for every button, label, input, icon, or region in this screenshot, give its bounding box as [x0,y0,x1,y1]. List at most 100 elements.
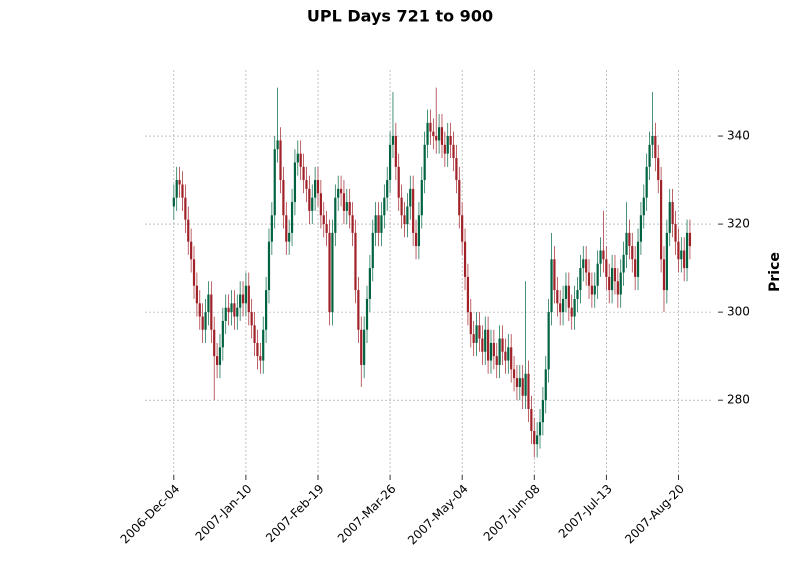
candle-body [498,338,501,365]
candle-body [587,272,591,286]
candle-body [394,136,397,167]
candle-body [239,294,242,308]
candle-body [510,347,513,370]
candle-body [354,232,357,291]
candle-body [423,144,426,181]
candle-body [507,347,510,361]
candle-body [495,356,498,365]
candle-body [305,180,308,189]
candle-body [585,259,588,273]
candle-body [634,259,637,277]
candle-body [599,250,602,264]
candle-body [195,285,198,304]
candle-body [435,136,438,141]
candle-body [593,285,596,295]
candle-body [648,144,651,167]
candle-body [290,202,294,233]
candle-body [279,140,282,181]
candle-body [397,166,400,198]
candle-body [187,219,190,242]
candle-body [331,232,334,313]
candle-body [377,215,380,233]
candle-body [533,430,536,445]
candle-body [250,312,253,326]
candle-body [683,250,686,269]
candle-body [463,241,467,277]
candle-body [244,285,248,304]
candle-body [668,202,671,233]
candle-body [625,232,628,255]
candle-body [469,312,472,335]
candle-body [559,303,562,313]
candle-body [515,378,519,387]
candle-body [665,232,668,291]
candle-body [602,250,605,260]
candle-body [628,232,631,247]
candle-body [414,232,418,247]
candle-body [334,197,337,233]
candle-body [241,294,245,304]
candle-body [314,180,317,198]
candle-body [639,215,643,242]
candle-body [270,215,273,242]
candle-body [409,188,412,207]
candle-body [316,180,320,194]
candle-body [368,268,371,299]
candle-body [613,268,617,282]
candle-body [492,342,495,357]
candle-body [432,131,435,137]
candle-body [319,193,322,216]
candle-body [308,188,311,211]
candle-body [481,338,484,352]
candle-body [227,307,230,313]
candle-body [489,342,493,361]
candle-body [400,197,403,216]
candle-body [365,298,369,330]
x-tick-label: 2007-May-04 [405,482,471,548]
candle-body [487,329,490,361]
x-tick-label: 2007-Jun-08 [481,482,543,544]
candle-body [616,281,619,295]
candle-body [524,373,527,396]
candle-body [374,215,377,233]
candle-body [553,259,556,291]
candle-body [541,400,544,423]
candle-body [262,329,265,361]
candle-body [466,276,470,313]
candle-body [567,285,570,308]
candle-body [461,215,464,242]
candle-body [345,202,348,211]
candle-body [550,259,553,313]
candle-body [475,325,478,343]
candle-body [538,422,542,436]
x-tick-label: 2006-Dec-04 [118,482,183,547]
candle-body [256,342,259,357]
candle-body [561,298,565,313]
candle-body [388,144,392,181]
candle-body [351,215,354,233]
candle-body [322,215,325,225]
candle-body [213,329,216,357]
candle-body [521,378,524,396]
candle-body [590,285,594,295]
candle-body [446,136,449,154]
candle-body [178,180,181,185]
candle-body [645,166,648,198]
candle-body [636,241,640,277]
candle-body [530,408,533,431]
candle-body [311,197,314,211]
candle-body [339,188,343,194]
y-tick-label: 320 [727,217,750,231]
candle-body [437,127,441,141]
candle-body [654,136,657,159]
candle-body [596,263,599,286]
candle-body [181,184,184,198]
candle-body [420,180,423,216]
candle-body [184,197,187,220]
candle-body [253,325,256,343]
candle-body [175,180,178,198]
candle-body [556,290,559,304]
candle-body [478,325,481,339]
candle-body [282,180,285,216]
